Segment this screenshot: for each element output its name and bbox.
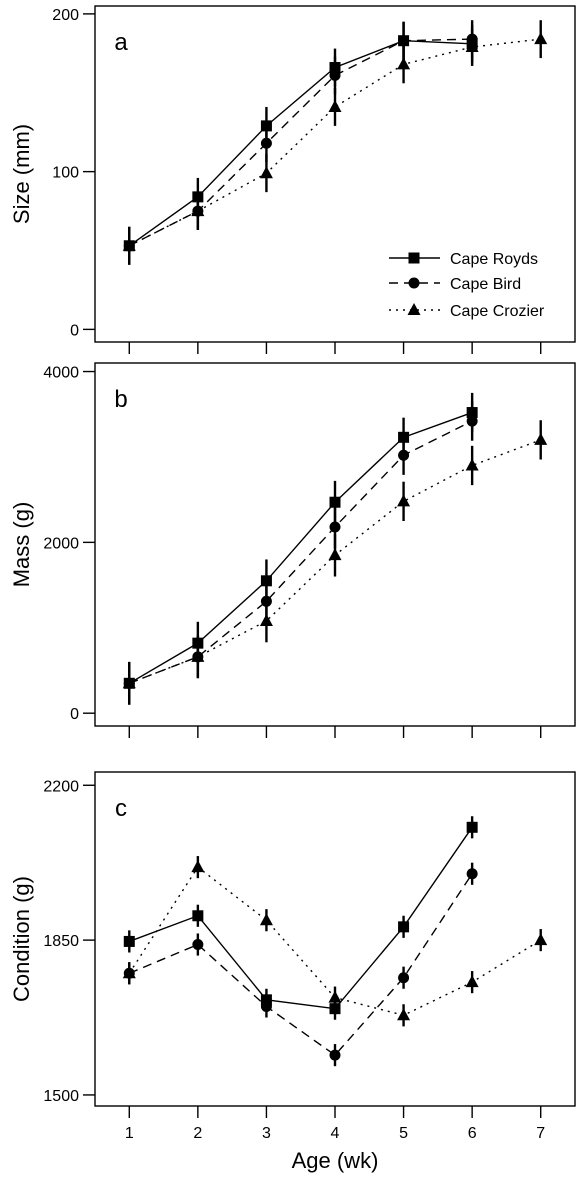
data-point xyxy=(260,137,272,149)
data-point xyxy=(466,868,478,880)
panel-label: a xyxy=(114,29,128,56)
y-tick-label: 0 xyxy=(70,706,79,723)
data-point xyxy=(466,821,478,833)
data-point xyxy=(123,935,135,947)
y-tick-label: 4000 xyxy=(43,365,79,382)
data-point xyxy=(192,939,204,951)
legend: Cape Royds Cape Bird Cape Crozier xyxy=(389,251,545,320)
data-point xyxy=(397,1008,411,1021)
series-line xyxy=(128,38,473,247)
data-point xyxy=(398,972,410,984)
y-tick-label: 1500 xyxy=(43,1088,79,1105)
series-cape-bird xyxy=(123,401,478,705)
series-cape-bird xyxy=(123,20,478,265)
y-axis-title: Mass (g) xyxy=(9,502,34,588)
y-tick-label: 1850 xyxy=(43,933,79,950)
data-point xyxy=(191,860,205,873)
data-point xyxy=(122,966,136,979)
data-point xyxy=(328,548,342,561)
legend-marker xyxy=(408,277,420,289)
x-tick-label: 6 xyxy=(468,1125,477,1142)
y-tick-label: 2200 xyxy=(43,778,79,795)
series-cape-royds xyxy=(123,392,478,705)
series-line xyxy=(129,826,473,1010)
data-point xyxy=(122,238,136,251)
series-cape-crozier xyxy=(122,420,548,705)
legend-marker xyxy=(408,252,420,264)
data-point xyxy=(534,32,548,45)
data-point xyxy=(534,432,548,445)
data-point xyxy=(329,496,341,508)
y-axis-title: Condition (g) xyxy=(9,876,34,1002)
y-tick-label: 2000 xyxy=(43,535,79,552)
legend-label: Cape Royds xyxy=(450,251,538,268)
series-cape-royds xyxy=(123,21,478,265)
data-point xyxy=(328,99,342,112)
data-point xyxy=(397,57,411,70)
panel-label: b xyxy=(114,386,127,413)
data-point xyxy=(465,40,479,53)
data-point xyxy=(398,35,410,47)
x-tick-label: 4 xyxy=(331,1125,340,1142)
series-cape-crozier xyxy=(122,856,548,1027)
x-tick-label: 1 xyxy=(125,1125,134,1142)
data-point xyxy=(397,494,411,507)
data-point xyxy=(259,166,273,179)
x-tick-label: 3 xyxy=(262,1125,271,1142)
data-point xyxy=(329,69,341,81)
series-line xyxy=(129,420,473,684)
data-point xyxy=(259,613,273,626)
data-point xyxy=(259,913,273,926)
data-point xyxy=(191,204,205,217)
legend-marker xyxy=(407,303,421,315)
y-axis-title: Size (mm) xyxy=(9,124,34,224)
data-point xyxy=(466,415,478,427)
x-tick-label: 2 xyxy=(193,1125,202,1142)
data-point xyxy=(191,649,205,662)
series-line xyxy=(128,411,473,684)
y-tick-label: 100 xyxy=(52,165,79,182)
legend-label: Cape Crozier xyxy=(450,303,545,320)
data-point xyxy=(329,1049,341,1061)
data-point xyxy=(534,933,548,946)
y-tick-label: 0 xyxy=(70,322,79,339)
series-line xyxy=(129,873,473,1057)
data-point xyxy=(192,910,204,922)
data-point xyxy=(398,449,410,461)
series-cape-crozier xyxy=(122,20,548,265)
series-cape-royds xyxy=(123,816,478,1020)
data-point xyxy=(122,676,136,689)
series-cape-bird xyxy=(123,862,478,1067)
legend-label: Cape Bird xyxy=(450,276,521,293)
data-point xyxy=(398,921,410,933)
data-point xyxy=(465,458,479,471)
data-point xyxy=(260,1000,272,1012)
data-point xyxy=(329,521,341,533)
panel-c: 1500 1850 2200 1 2 3 4 5 6 7 Condition (g) Age (wk)… xyxy=(9,771,576,1173)
data-point xyxy=(465,975,479,988)
panel-label: c xyxy=(115,795,127,822)
panel-b: 0 2000 4000 Mass (g) b xyxy=(9,362,576,738)
series-line xyxy=(128,39,473,247)
y-tick-label: 200 xyxy=(52,7,79,24)
x-tick-label: 5 xyxy=(399,1125,408,1142)
x-axis-title: Age (wk) xyxy=(292,1148,379,1173)
x-tick-label: 7 xyxy=(536,1125,545,1142)
data-point xyxy=(328,990,342,1003)
